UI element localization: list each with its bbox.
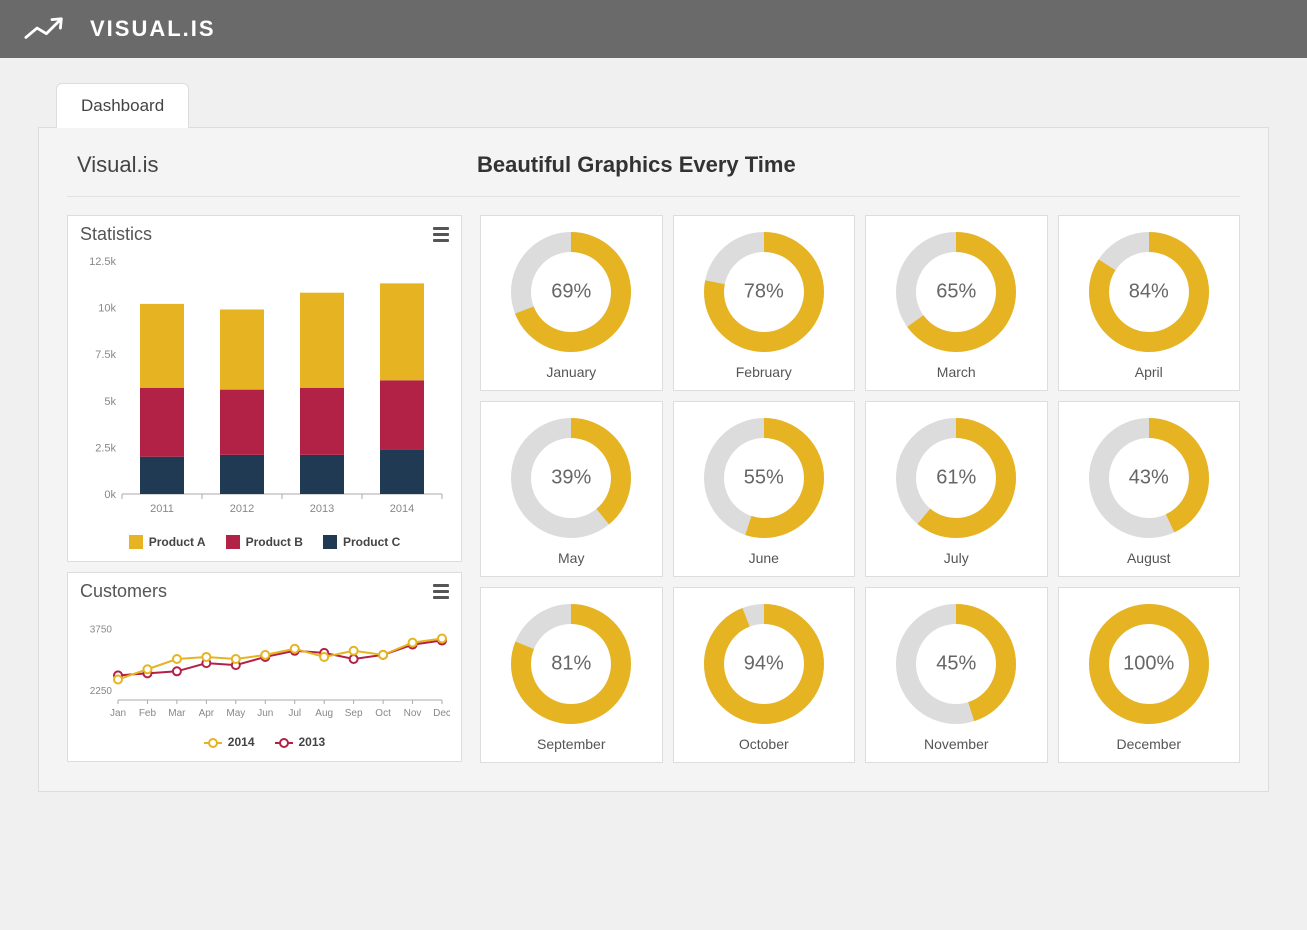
donut-june: 55% June xyxy=(673,401,856,577)
donut-percentage: 43% xyxy=(1129,467,1169,490)
donut-may: 39% May xyxy=(480,401,663,577)
donut-percentage: 100% xyxy=(1123,653,1174,676)
statistics-header: Statistics xyxy=(68,216,461,251)
topbar: VISUAL.IS xyxy=(0,0,1307,58)
left-column: Statistics 0k 2.5k 5k 7.5k 10k 12.5k 2011 2012 2… xyxy=(67,215,462,763)
customers-header: Customers xyxy=(68,573,461,608)
donut-february: 78% February xyxy=(673,215,856,391)
donut-january: 69% January xyxy=(480,215,663,391)
svg-text:Oct: Oct xyxy=(375,708,391,719)
statistics-title: Statistics xyxy=(80,224,152,245)
donut-november: 45% November xyxy=(865,587,1048,763)
svg-text:Nov: Nov xyxy=(404,708,422,719)
legend-item[interactable]: 2014 xyxy=(204,735,255,749)
donut-percentage: 55% xyxy=(744,467,784,490)
donut-label: October xyxy=(739,736,789,752)
donut-july: 61% July xyxy=(865,401,1048,577)
svg-text:Aug: Aug xyxy=(315,708,333,719)
donut-percentage: 65% xyxy=(936,281,976,304)
donut-grid: 69% January 78% February 65% March 84% April 39%… xyxy=(480,215,1240,763)
brand-title: Visual.is xyxy=(67,152,477,178)
donut-label: June xyxy=(749,550,779,566)
donut-percentage: 94% xyxy=(744,653,784,676)
dashboard-grid: Statistics 0k 2.5k 5k 7.5k 10k 12.5k 2011 2012 2… xyxy=(67,215,1240,763)
donut-percentage: 81% xyxy=(551,653,591,676)
svg-text:Mar: Mar xyxy=(168,708,186,719)
customers-chart: 2250 3750 Jan Feb Mar Apr May Jun Jul Aug Sep Oct No… xyxy=(68,608,461,761)
svg-text:2014: 2014 xyxy=(390,503,414,515)
legend-item[interactable]: 2013 xyxy=(275,735,326,749)
donut-september: 81% September xyxy=(480,587,663,763)
donut-percentage: 69% xyxy=(551,281,591,304)
donut-percentage: 39% xyxy=(551,467,591,490)
tagline: Beautiful Graphics Every Time xyxy=(477,152,796,178)
svg-text:10k: 10k xyxy=(98,303,116,315)
svg-text:Feb: Feb xyxy=(139,708,157,719)
customers-menu-icon[interactable] xyxy=(433,584,449,599)
donut-percentage: 84% xyxy=(1129,281,1169,304)
donut-october: 94% October xyxy=(673,587,856,763)
donut-label: July xyxy=(944,550,969,566)
donut-label: April xyxy=(1135,364,1163,380)
donut-percentage: 78% xyxy=(744,281,784,304)
statistics-chart: 0k 2.5k 5k 7.5k 10k 12.5k 2011 2012 2013 2014 Pro… xyxy=(68,251,461,561)
svg-text:Jan: Jan xyxy=(110,708,126,719)
svg-text:May: May xyxy=(226,708,245,719)
svg-text:2011: 2011 xyxy=(150,503,174,515)
app-logo[interactable]: VISUAL.IS xyxy=(24,15,216,43)
svg-text:2250: 2250 xyxy=(90,686,113,697)
svg-text:2.5k: 2.5k xyxy=(95,442,116,454)
donut-label: August xyxy=(1127,550,1171,566)
donut-label: December xyxy=(1116,736,1181,752)
donut-label: September xyxy=(537,736,605,752)
svg-text:Apr: Apr xyxy=(199,708,215,719)
donut-march: 65% March xyxy=(865,215,1048,391)
svg-text:Sep: Sep xyxy=(345,708,363,719)
statistics-legend: Product A Product B Product C xyxy=(80,525,449,549)
donut-percentage: 61% xyxy=(936,467,976,490)
logo-text: VISUAL.IS xyxy=(90,16,216,42)
legend-item[interactable]: Product C xyxy=(323,535,400,549)
statistics-menu-icon[interactable] xyxy=(433,227,449,242)
svg-text:3750: 3750 xyxy=(90,624,113,635)
donut-label: January xyxy=(546,364,596,380)
svg-text:2012: 2012 xyxy=(230,503,254,515)
donut-label: November xyxy=(924,736,989,752)
logo-chart-icon xyxy=(24,15,80,43)
donut-label: March xyxy=(937,364,976,380)
tab-bar: Dashboard xyxy=(38,82,1269,128)
svg-text:0k: 0k xyxy=(104,489,116,501)
donut-december: 100% December xyxy=(1058,587,1241,763)
donut-label: February xyxy=(736,364,792,380)
page: Dashboard Visual.is Beautiful Graphics E… xyxy=(0,58,1307,816)
donut-label: May xyxy=(558,550,584,566)
title-row: Visual.is Beautiful Graphics Every Time xyxy=(67,146,1240,197)
donut-percentage: 45% xyxy=(936,653,976,676)
legend-item[interactable]: Product B xyxy=(226,535,303,549)
svg-text:12.5k: 12.5k xyxy=(89,256,116,268)
svg-text:2013: 2013 xyxy=(310,503,334,515)
svg-text:7.5k: 7.5k xyxy=(95,349,116,361)
donut-august: 43% August xyxy=(1058,401,1241,577)
svg-text:Dec: Dec xyxy=(433,708,450,719)
customers-title: Customers xyxy=(80,581,167,602)
svg-text:Jun: Jun xyxy=(257,708,273,719)
tab-dashboard[interactable]: Dashboard xyxy=(56,83,189,128)
legend-item[interactable]: Product A xyxy=(129,535,206,549)
svg-text:Jul: Jul xyxy=(288,708,301,719)
svg-text:5k: 5k xyxy=(104,396,116,408)
customers-panel: Customers 2250 3750 Jan Feb Mar Apr May Jun Jul A… xyxy=(67,572,462,762)
donut-april: 84% April xyxy=(1058,215,1241,391)
statistics-panel: Statistics 0k 2.5k 5k 7.5k 10k 12.5k 2011 2012 2… xyxy=(67,215,462,562)
customers-legend: 2014 2013 xyxy=(80,727,449,749)
content-panel: Visual.is Beautiful Graphics Every Time … xyxy=(38,128,1269,792)
